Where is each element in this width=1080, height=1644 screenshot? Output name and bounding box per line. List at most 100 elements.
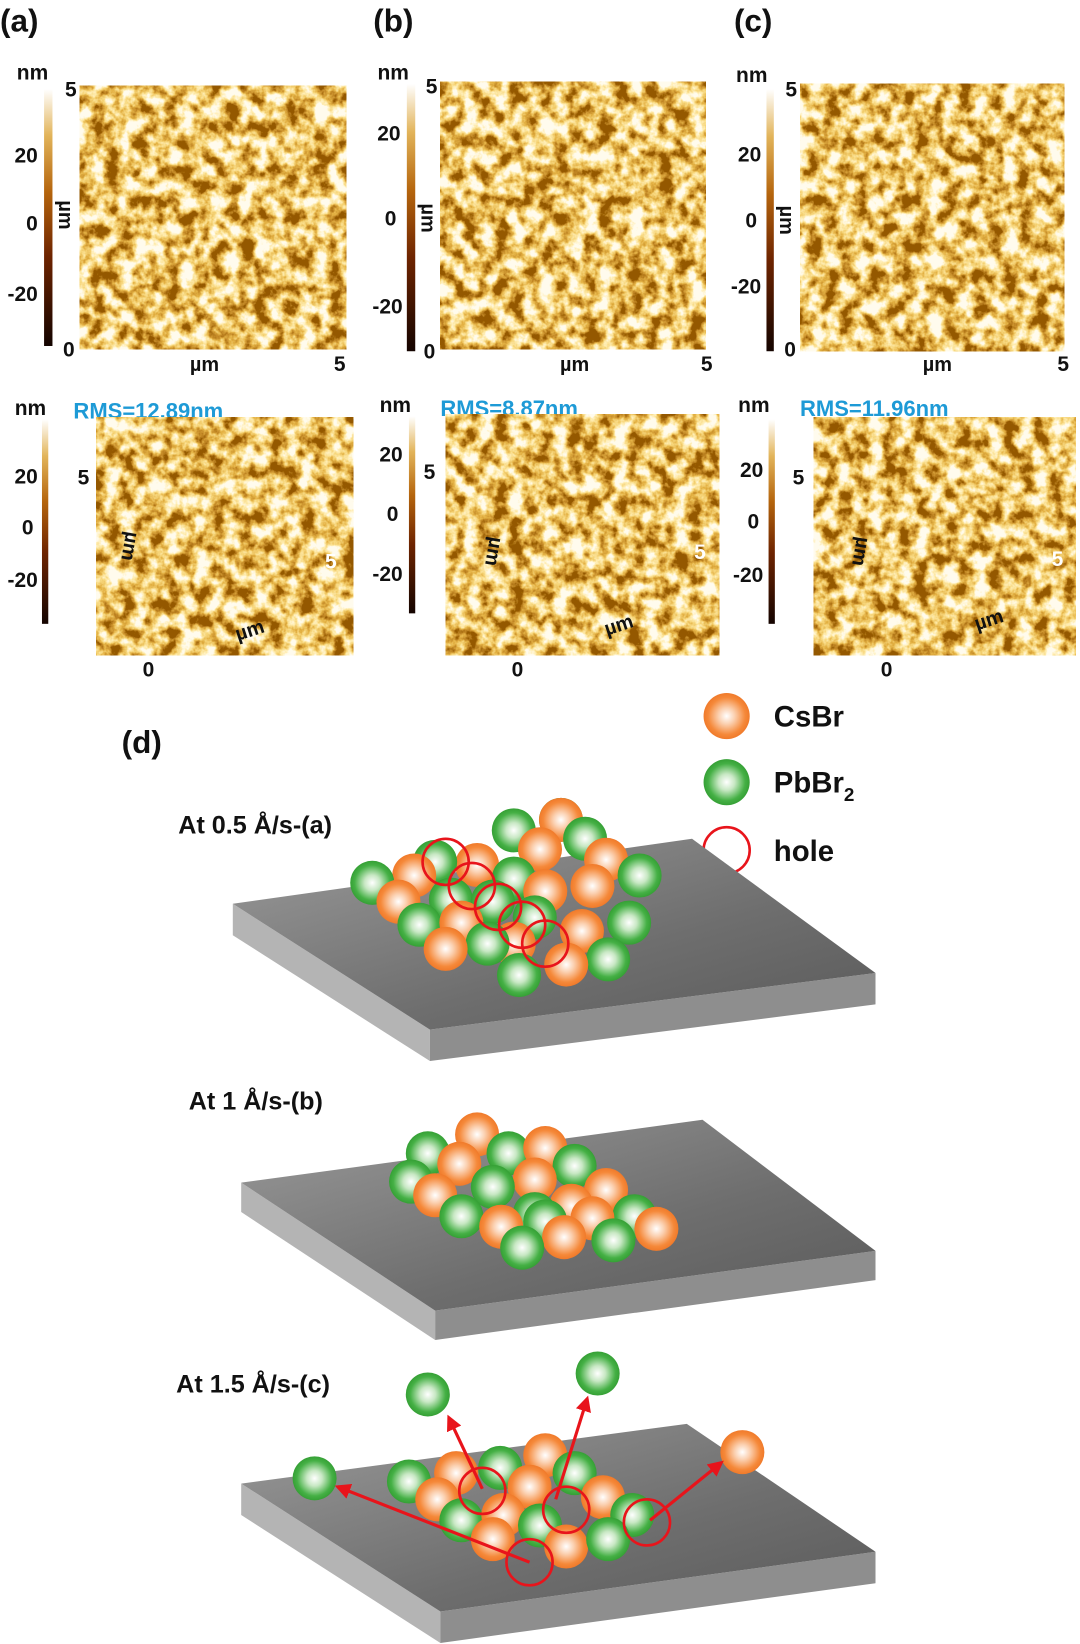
- pbbr2-sphere: [292, 1456, 337, 1501]
- escape-arrow: [649, 1460, 724, 1522]
- panel-label: (b): [373, 3, 413, 38]
- substrate-front-face: [232, 903, 430, 1062]
- colorbar-tick: 20: [738, 143, 761, 166]
- hole-circle: [473, 882, 523, 932]
- csbr-sphere: [437, 1141, 482, 1186]
- axis-min: 0: [784, 338, 796, 361]
- axis-max-right: 5: [1052, 548, 1064, 571]
- colorbar-tick: 20: [740, 459, 763, 482]
- colorbar-tick: 20: [377, 122, 400, 145]
- panel-label: (d): [122, 725, 162, 760]
- csbr-sphere-icon: [703, 693, 750, 740]
- colorbar-tick: -20: [372, 295, 402, 318]
- csbr-sphere: [512, 1157, 557, 1202]
- pbbr2-sphere: [500, 1225, 545, 1270]
- afm-3d-image: [96, 417, 354, 656]
- escape-arrow: [334, 1484, 531, 1564]
- pbbr2-sphere: [607, 900, 652, 945]
- csbr-sphere: [470, 1517, 515, 1562]
- colorbar-tick: 0: [22, 517, 34, 540]
- hole-circle: [622, 1498, 672, 1547]
- y-axis-unit: µm: [54, 200, 76, 229]
- x-axis-max: 5: [701, 353, 713, 376]
- pbbr2-sphere: [552, 1143, 597, 1188]
- atom-layers: [292, 797, 765, 1587]
- substrate-front-face: [241, 1483, 441, 1643]
- axis-min: 0: [512, 658, 524, 681]
- panel-label: (a): [0, 3, 38, 38]
- axis-max: 5: [65, 78, 77, 101]
- pbbr2-sphere: [470, 1164, 515, 1209]
- pbbr2-sphere: [465, 921, 510, 966]
- axis-max: 5: [793, 466, 805, 489]
- colorbar-tick: -20: [7, 569, 37, 592]
- afm-3d-image: [445, 414, 720, 656]
- axis-max-right: 5: [325, 550, 337, 573]
- x-axis-unit: µm: [560, 354, 589, 376]
- colorbar: [766, 89, 774, 352]
- substrate-side-face: [435, 1250, 876, 1340]
- csbr-sphere: [423, 926, 468, 971]
- hole-circle: [447, 861, 497, 911]
- colorbar-unit: nm: [377, 62, 408, 85]
- pbbr2-sphere: [591, 1218, 636, 1263]
- y-axis-unit: µm: [417, 203, 439, 232]
- csbr-sphere: [544, 1524, 589, 1569]
- hole-circle: [520, 919, 570, 968]
- colorbar-tick: 20: [14, 465, 37, 488]
- legend-pbbr2: PbBr2: [774, 767, 855, 805]
- panel-d: (d) CsBr PbBr2 hole At 0.5 Å/s-(a) At 1 …: [122, 693, 876, 1643]
- pbbr2-sphere-icon: [703, 759, 750, 806]
- x-axis-unit: µm: [190, 354, 219, 376]
- legend-hole: hole: [774, 835, 834, 868]
- axis-max-right: 5: [694, 541, 706, 564]
- colorbar-3d: [408, 416, 416, 614]
- colorbar-tick: 0: [747, 510, 759, 533]
- pbbr2-sphere: [575, 1351, 620, 1396]
- colorbar: [44, 89, 53, 346]
- panel-a: (a) nm 20 0 -20 5 0 µm µm 5 nm 20 0 -20 …: [0, 3, 354, 681]
- hole-circle: [505, 1537, 554, 1587]
- colorbar-tick: -20: [7, 283, 37, 306]
- colorbar-tick: 0: [745, 210, 757, 233]
- colorbar-3d: [768, 419, 775, 624]
- rms-value: RMS=12.89nm: [73, 398, 223, 423]
- substrates: [232, 838, 876, 1643]
- afm-3d-image: [813, 417, 1076, 656]
- afm-2d-image: [800, 83, 1065, 352]
- colorbar: [406, 83, 416, 352]
- csbr-sphere: [720, 1430, 765, 1475]
- y-axis-unit: µm: [775, 206, 797, 235]
- pbbr2-sphere: [617, 853, 662, 898]
- hole-circle: [541, 1485, 591, 1535]
- colorbar-unit: nm: [17, 62, 48, 85]
- csbr-sphere: [542, 1215, 587, 1260]
- legend-csbr: CsBr: [774, 701, 844, 734]
- condition-title: At 1 Å/s-(b): [189, 1086, 323, 1115]
- condition-title: At 0.5 Å/s-(a): [178, 811, 332, 840]
- afm-2d-image: [79, 85, 347, 350]
- x-axis-unit: µm: [233, 616, 268, 646]
- csbr-sphere: [634, 1206, 679, 1251]
- pbbr2-sphere: [405, 1372, 450, 1417]
- axis-max: 5: [424, 461, 436, 484]
- axis-max: 5: [785, 78, 797, 101]
- csbr-sphere: [544, 942, 589, 987]
- x-axis-max: 5: [1057, 353, 1069, 376]
- axis-min: 0: [881, 658, 893, 681]
- axis-max: 5: [426, 75, 438, 98]
- substrate-side-face: [440, 1551, 876, 1643]
- colorbar-3d: [41, 419, 49, 624]
- pbbr2-sphere: [586, 937, 631, 982]
- colorbar-tick: 0: [385, 207, 397, 230]
- colorbar-unit-3d: nm: [15, 397, 46, 420]
- pbbr2-sphere: [439, 1194, 484, 1239]
- axis-min: 0: [143, 658, 155, 681]
- colorbar-tick: -20: [733, 564, 763, 587]
- csbr-sphere: [507, 1464, 552, 1509]
- escape-arrow: [554, 1395, 591, 1500]
- axis-min: 0: [63, 338, 75, 361]
- colorbar-tick: -20: [731, 276, 761, 299]
- x-axis-unit: µm: [923, 354, 952, 376]
